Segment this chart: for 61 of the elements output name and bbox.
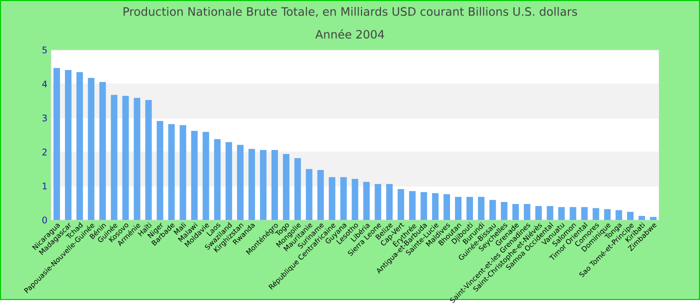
bar xyxy=(191,130,198,220)
y-tick-label: 4 xyxy=(42,80,47,88)
bar xyxy=(581,207,588,220)
bar xyxy=(558,207,565,220)
bar xyxy=(145,100,152,220)
bar xyxy=(53,68,60,220)
bar xyxy=(226,142,232,220)
bar xyxy=(546,206,554,220)
bar xyxy=(306,168,312,220)
bar xyxy=(638,216,646,220)
bar xyxy=(64,70,72,220)
bar xyxy=(363,182,370,220)
y-tick-label: 3 xyxy=(42,114,47,122)
chart-title: Production Nationale Brute Totale, en Milliards USD courant Billions U.S. dollars xyxy=(124,6,578,18)
bar xyxy=(214,139,221,220)
bar xyxy=(237,144,244,220)
bar xyxy=(500,202,508,220)
bar xyxy=(99,82,106,220)
bar xyxy=(110,94,118,220)
bar xyxy=(432,193,439,220)
bar xyxy=(294,158,301,220)
bar xyxy=(650,216,657,220)
bar xyxy=(76,72,83,220)
bar xyxy=(478,196,484,220)
bar xyxy=(409,191,416,220)
bar xyxy=(524,204,530,220)
bar xyxy=(260,150,266,220)
y-tick-label: 5 xyxy=(42,46,47,54)
bar xyxy=(271,150,278,220)
bar xyxy=(386,184,393,220)
y-tick-label: 2 xyxy=(42,148,47,156)
bar xyxy=(202,132,210,220)
bar xyxy=(352,178,358,220)
bar xyxy=(455,196,462,220)
bar xyxy=(317,170,324,220)
bar xyxy=(122,96,129,220)
bar xyxy=(88,78,94,220)
bar xyxy=(328,177,336,220)
bar xyxy=(535,206,542,220)
bar xyxy=(604,209,611,220)
bar xyxy=(156,121,164,220)
y-tick-label: 1 xyxy=(42,182,47,190)
chart-subtitle: Année 2004 xyxy=(315,29,384,39)
bar xyxy=(420,192,428,220)
bar xyxy=(489,200,496,220)
bar xyxy=(340,177,347,220)
bar xyxy=(592,208,600,220)
bar xyxy=(444,194,450,220)
bar xyxy=(134,98,140,220)
bar xyxy=(398,189,404,220)
bar xyxy=(627,212,634,220)
bar xyxy=(374,184,382,220)
bar xyxy=(282,154,290,220)
bar xyxy=(466,196,473,220)
bar xyxy=(616,210,622,220)
bar xyxy=(512,204,519,220)
bar xyxy=(168,124,175,220)
bar xyxy=(570,207,576,220)
y-tick-label: 0 xyxy=(42,216,47,224)
bar xyxy=(180,125,186,220)
bar xyxy=(248,148,256,220)
